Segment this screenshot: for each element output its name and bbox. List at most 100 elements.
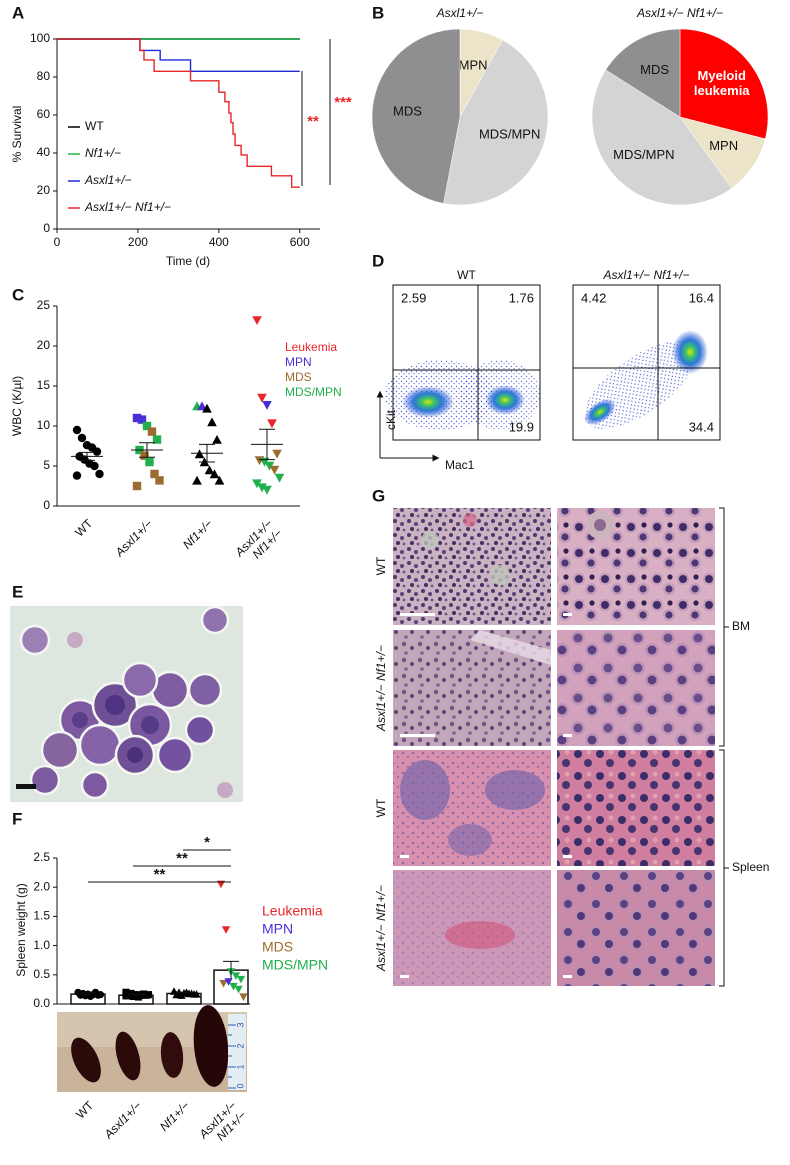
x-tick-label: 0	[54, 235, 61, 249]
y-tick-label: 40	[37, 145, 51, 159]
point	[177, 991, 186, 999]
ruler-label: 2	[235, 1043, 245, 1048]
row-label: WT	[374, 556, 388, 575]
point	[204, 465, 215, 475]
pie-slice	[443, 39, 549, 206]
significance-label: **	[154, 866, 166, 883]
text-line: Myeloid	[698, 69, 746, 84]
point	[202, 403, 212, 413]
tissue-label: Spleen	[732, 860, 769, 874]
point	[252, 479, 262, 489]
y-axis-label: % Survival	[10, 106, 24, 163]
significance-label: *	[204, 834, 210, 851]
panel-letter: B	[372, 3, 384, 22]
flow-title: WT	[457, 268, 476, 282]
error-bar	[139, 442, 155, 458]
y-tick-label: 100	[30, 31, 50, 45]
x-tick-label: WT	[73, 1098, 97, 1122]
tissue-label: BM	[732, 619, 750, 633]
ruler-label: 1	[235, 1064, 245, 1069]
point	[197, 401, 207, 411]
histology-tile	[557, 508, 715, 625]
significance-label: **	[307, 113, 319, 130]
point	[172, 990, 181, 999]
point	[219, 979, 228, 988]
pie-slice	[679, 28, 769, 140]
scale-bar	[563, 613, 572, 616]
survival-curve	[57, 38, 300, 188]
scale-bar	[400, 975, 409, 978]
slice-label: Myeloid leukemia	[694, 69, 750, 99]
error-bar	[128, 993, 144, 997]
flow-density	[485, 385, 525, 415]
pie-title: Asxl1+/−	[436, 6, 484, 20]
slice-label: MPN	[709, 138, 738, 153]
point	[144, 991, 153, 999]
x-tick-label: Nf1+/−	[180, 516, 215, 551]
x-tick-label: Nf1+/−	[157, 1098, 192, 1133]
x-tick-label: Asxl1+/−	[112, 516, 156, 560]
legend-entry: Asxl1+/− Nf1+/−	[84, 200, 171, 214]
point	[231, 972, 241, 980]
panel-letter: A	[12, 3, 24, 22]
legend-entry: WT	[85, 119, 104, 133]
row-label: Asxl1+/− Nf1+/−	[374, 645, 388, 732]
error-bar	[176, 991, 192, 995]
point	[155, 476, 164, 485]
flow-density	[672, 330, 708, 374]
bracket	[719, 507, 729, 747]
point	[95, 469, 104, 479]
legend-entry: MDS	[285, 370, 312, 384]
flow-density	[584, 398, 616, 426]
histology-tile	[557, 870, 715, 986]
point	[142, 421, 152, 431]
point	[264, 461, 275, 471]
error-bar	[223, 960, 239, 979]
y-tick-label: 80	[37, 69, 51, 83]
significance-label: ***	[334, 94, 352, 111]
x-tick-label: 200	[128, 235, 148, 249]
panel-letter: F	[12, 809, 22, 828]
ruler-label: 0	[235, 1083, 245, 1088]
y-tick-label: 15	[37, 378, 51, 392]
point	[262, 401, 272, 410]
slice-label: MDS/MPN	[479, 126, 540, 141]
point	[122, 992, 130, 1000]
point	[147, 427, 157, 436]
flow-x-label: Mac1	[445, 458, 475, 472]
bracket	[719, 749, 729, 987]
point	[86, 992, 95, 1001]
point	[239, 993, 248, 1001]
point	[274, 473, 285, 483]
y-axis-label: WBC (K/µl)	[10, 376, 24, 436]
y-tick-label: 0.5	[33, 967, 50, 981]
scale-bar	[400, 613, 435, 616]
quadrant-percent: 19.9	[509, 419, 534, 434]
panel-letter: G	[372, 486, 385, 505]
point	[267, 419, 277, 429]
point	[209, 469, 220, 479]
point	[236, 975, 246, 984]
point	[150, 469, 159, 479]
y-axis-label: Spleen weight (g)	[14, 883, 28, 976]
histology-tile	[393, 508, 551, 625]
y-tick-label: 2.5	[33, 850, 50, 864]
point	[96, 991, 105, 999]
row-label: WT	[374, 798, 388, 817]
point	[152, 435, 162, 444]
x-tick-label: WT	[72, 516, 96, 540]
point	[224, 978, 233, 986]
y-tick-label: 20	[37, 183, 51, 197]
point	[92, 447, 102, 456]
point	[269, 465, 280, 475]
quadrant-percent: 4.42	[581, 290, 606, 305]
quadrant-percent: 2.59	[401, 290, 426, 305]
slice-label: MDS	[640, 62, 669, 77]
point	[216, 880, 226, 889]
survival-curve	[57, 38, 300, 72]
legend-entry: Asxl1+/−	[84, 173, 132, 187]
point	[140, 451, 149, 460]
point	[187, 989, 196, 998]
scale-bar	[400, 734, 435, 737]
legend-entry: MDS/MPN	[262, 957, 328, 973]
